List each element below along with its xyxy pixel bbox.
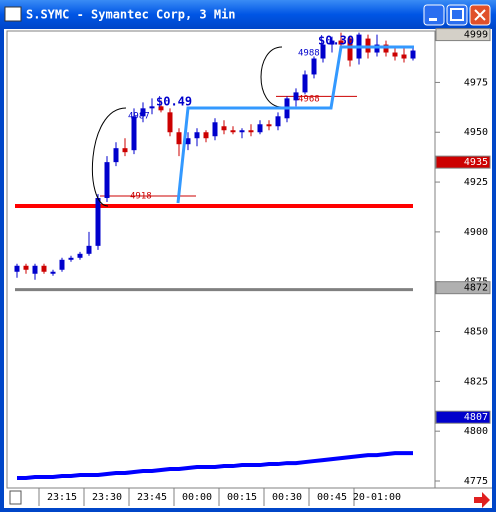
candle-body [248, 130, 254, 133]
candle-body [113, 148, 119, 163]
window-title: S.SYMC - Symantec Corp, 3 Min [26, 8, 236, 22]
minimize-button[interactable] [423, 4, 445, 26]
annotation-shapes [92, 45, 414, 207]
annotations: $0.49 $0.30 4987 4918 4988 4968 [128, 34, 354, 202]
candle-body [167, 112, 173, 133]
app-icon [4, 6, 22, 22]
candle-body [41, 265, 47, 272]
price-tag [435, 155, 491, 169]
candle-body [410, 50, 416, 59]
annotation: $0.30 [318, 34, 354, 48]
candle-body [320, 44, 326, 59]
y-tick-label: 4775 [464, 476, 488, 487]
annotation: 4918 [130, 192, 152, 202]
y-tick-label: 4975 [464, 77, 488, 88]
candle-body [95, 198, 101, 246]
title-bar [0, 0, 496, 29]
x-tick-label: 23:15 [47, 492, 77, 503]
candle-body [401, 54, 407, 59]
candle-body [149, 106, 155, 109]
candle-body [104, 162, 110, 199]
candle-body [23, 265, 29, 270]
y-tick-label: 4825 [464, 376, 488, 387]
candle-body [347, 38, 353, 61]
candle-body [194, 132, 200, 139]
x-tick-label: 00:15 [227, 492, 257, 503]
candle-body [176, 132, 182, 145]
candle-body [230, 130, 236, 133]
scroll-arrow[interactable] [474, 492, 490, 508]
candle-body [275, 116, 281, 127]
x-tick-label: 23:30 [92, 492, 122, 503]
price-tag [435, 410, 491, 424]
annotation: $0.49 [156, 95, 192, 109]
maximize-button[interactable] [446, 4, 468, 26]
candle-body [86, 245, 92, 254]
candle-body [383, 44, 389, 53]
x-tick-label: 00:00 [182, 492, 212, 503]
candle-body [392, 52, 398, 57]
price-tag-label: 4872 [464, 283, 488, 294]
candle-body [68, 257, 74, 260]
x-tick-label: 00:45 [317, 492, 347, 503]
price-tag-label: 4807 [464, 412, 488, 423]
candle-body [122, 148, 128, 153]
annotation: 4968 [298, 95, 320, 105]
candle-body [185, 138, 191, 145]
candle-body [329, 40, 335, 45]
candle-body [239, 130, 245, 133]
y-tick-label: 4950 [464, 127, 488, 138]
candle-body [374, 44, 380, 53]
candle-body [158, 106, 164, 111]
price-tag [435, 281, 491, 295]
candle-body [311, 58, 317, 75]
price-tag-label: 4999 [464, 30, 488, 41]
candle-body [77, 253, 83, 258]
candle-body [221, 126, 227, 131]
candle-body [257, 124, 263, 133]
checkbox[interactable] [9, 490, 22, 505]
candle-body [59, 259, 65, 270]
candle-body [212, 122, 218, 137]
moving-average [17, 451, 413, 481]
candle-body [338, 40, 344, 45]
x-tick-label: 23:45 [137, 492, 167, 503]
y-tick-label: 4850 [464, 327, 488, 338]
candle-body [131, 116, 137, 151]
candle-body [140, 108, 146, 117]
x-tick-label: 00:30 [272, 492, 302, 503]
price-tag [435, 28, 491, 42]
price-tag-label: 4935 [464, 157, 488, 168]
candle-body [302, 74, 308, 93]
y-tick-label: 4800 [464, 426, 488, 437]
annotation: 4987 [128, 112, 150, 122]
candle-body [293, 92, 299, 101]
candle-body [50, 271, 56, 274]
x-tick-label: 20-01:00 [353, 492, 401, 503]
candle-body [203, 132, 209, 139]
candle-body [14, 265, 20, 272]
y-tick-label: 4900 [464, 227, 488, 238]
close-button[interactable] [469, 4, 491, 26]
annotation: 4988 [298, 49, 320, 59]
candle-body [32, 265, 38, 274]
y-tick-label: 4925 [464, 177, 488, 188]
candle-body [266, 124, 272, 127]
plot: 47754800482548504875490049254950497523:1… [14, 28, 491, 506]
